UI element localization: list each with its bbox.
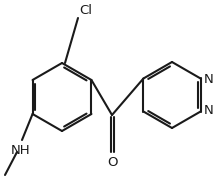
Text: O: O bbox=[107, 156, 117, 169]
Text: N: N bbox=[204, 104, 213, 117]
Text: N: N bbox=[204, 73, 213, 86]
Text: NH: NH bbox=[11, 144, 31, 157]
Text: Cl: Cl bbox=[79, 4, 92, 17]
